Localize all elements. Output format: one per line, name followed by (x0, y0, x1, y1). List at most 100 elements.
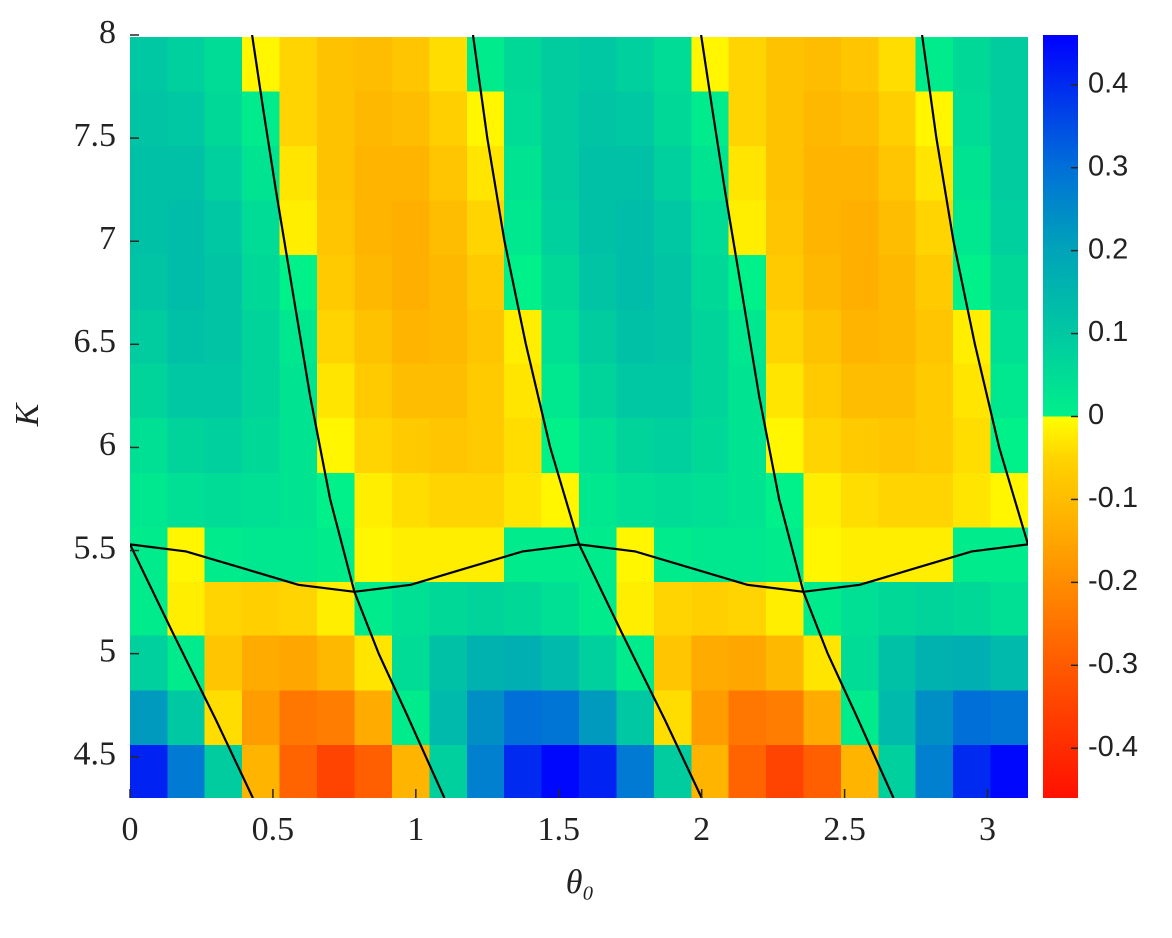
heatmap-cell (915, 417, 954, 473)
heatmap-cell (279, 526, 318, 583)
heatmap-cell (841, 635, 879, 691)
heatmap-cell (653, 635, 692, 691)
heatmap-cell (167, 635, 206, 691)
heatmap-cell (541, 254, 580, 310)
contour-line (802, 591, 895, 798)
heatmap-cell (279, 417, 318, 473)
heatmap (130, 37, 1028, 798)
y-axis-label: K (9, 401, 46, 427)
heatmap-cell (728, 689, 767, 745)
heatmap-cell (953, 254, 992, 310)
heatmap-cell (878, 689, 917, 745)
heatmap-cell (878, 199, 917, 256)
heatmap-cell (204, 254, 243, 310)
heatmap-cell (354, 472, 393, 528)
heatmap-cell (167, 90, 206, 146)
heatmap-cell (204, 199, 243, 256)
heatmap-cell (317, 635, 356, 691)
heatmap-cell (803, 362, 842, 419)
heatmap-cell (841, 199, 879, 256)
heatmap-cell (953, 145, 992, 201)
heatmap-cell (728, 581, 767, 636)
heatmap-cell (953, 581, 992, 636)
heatmap-cell (242, 37, 281, 92)
heatmap-cell (803, 472, 842, 528)
heatmap-cell (466, 635, 505, 691)
heatmap-cell (279, 254, 318, 310)
contour-line (578, 543, 703, 798)
heatmap-cell (766, 635, 805, 691)
colorbar-tick-label: 0 (1088, 399, 1104, 431)
heatmap-cell (841, 309, 879, 364)
heatmap-cell (653, 472, 692, 528)
heatmap-cell (466, 744, 505, 798)
heatmap-cell (130, 90, 168, 146)
heatmap-cell (242, 145, 281, 201)
heatmap-cell (953, 635, 992, 691)
heatmap-cell (466, 581, 505, 636)
heatmap-cell (990, 581, 1028, 636)
heatmap-cell (429, 472, 468, 528)
heatmap-cell (466, 309, 505, 364)
heatmap-cell (204, 526, 243, 583)
heatmap-cell (391, 37, 431, 92)
heatmap-cell (242, 254, 281, 310)
heatmap-cell (616, 37, 655, 92)
heatmap-cell (578, 417, 617, 473)
heatmap-cell (429, 362, 468, 419)
heatmap-cell (841, 472, 879, 528)
heatmap-cell (504, 309, 543, 364)
heatmap-cell (915, 581, 954, 636)
heatmap-cell (504, 689, 543, 745)
heatmap-cell (504, 635, 543, 691)
heatmap-cell (429, 581, 468, 636)
heatmap-cell (990, 689, 1028, 745)
heatmap-cell (429, 417, 468, 473)
heatmap-cell (878, 581, 917, 636)
heatmap-cell (841, 145, 879, 201)
colorbar-tick-label: -0.1 (1088, 482, 1138, 514)
heatmap-cell (803, 744, 842, 798)
heatmap-cell (803, 145, 842, 201)
heatmap-cell (803, 526, 842, 583)
heatmap-cell (504, 254, 543, 310)
heatmap-cell (242, 362, 281, 419)
x-tick-label: 0.5 (252, 811, 295, 848)
heatmap-cell (728, 526, 767, 583)
heatmap-cell (878, 635, 917, 691)
heatmap-cell (578, 90, 617, 146)
heatmap-cell (691, 145, 730, 201)
heatmap-cell (279, 744, 318, 798)
heatmap-cell (990, 254, 1028, 310)
colorbar-tick-label: -0.4 (1088, 731, 1138, 763)
heatmap-cell (130, 254, 168, 310)
heatmap-cell (803, 689, 842, 745)
y-tick-label: 4.5 (74, 736, 117, 773)
heatmap-cell (990, 635, 1028, 691)
heatmap-cell (578, 472, 617, 528)
heatmap-cell (541, 417, 580, 473)
heatmap-cell (803, 309, 842, 364)
heatmap-cell (616, 362, 655, 419)
heatmap-cell (354, 145, 393, 201)
contour-line (353, 591, 446, 798)
heatmap-cell (878, 362, 917, 419)
heatmap-cell (204, 744, 243, 798)
heatmap-cell (204, 472, 243, 528)
heatmap-cell (841, 526, 879, 583)
heatmap-cell (803, 199, 842, 256)
heatmap-cell (242, 581, 281, 636)
heatmap-cell (578, 37, 617, 92)
colorbar-tick-label: -0.2 (1088, 565, 1138, 597)
contour-line (921, 35, 1028, 545)
heatmap-cell (653, 309, 692, 364)
heatmap-cell (616, 417, 655, 473)
heatmap-cell (653, 417, 692, 473)
heatmap-cell (691, 199, 730, 256)
heatmap-cell (953, 744, 992, 798)
heatmap-cell (242, 689, 281, 745)
heatmap-cell (541, 526, 580, 583)
heatmap-cell (466, 472, 505, 528)
